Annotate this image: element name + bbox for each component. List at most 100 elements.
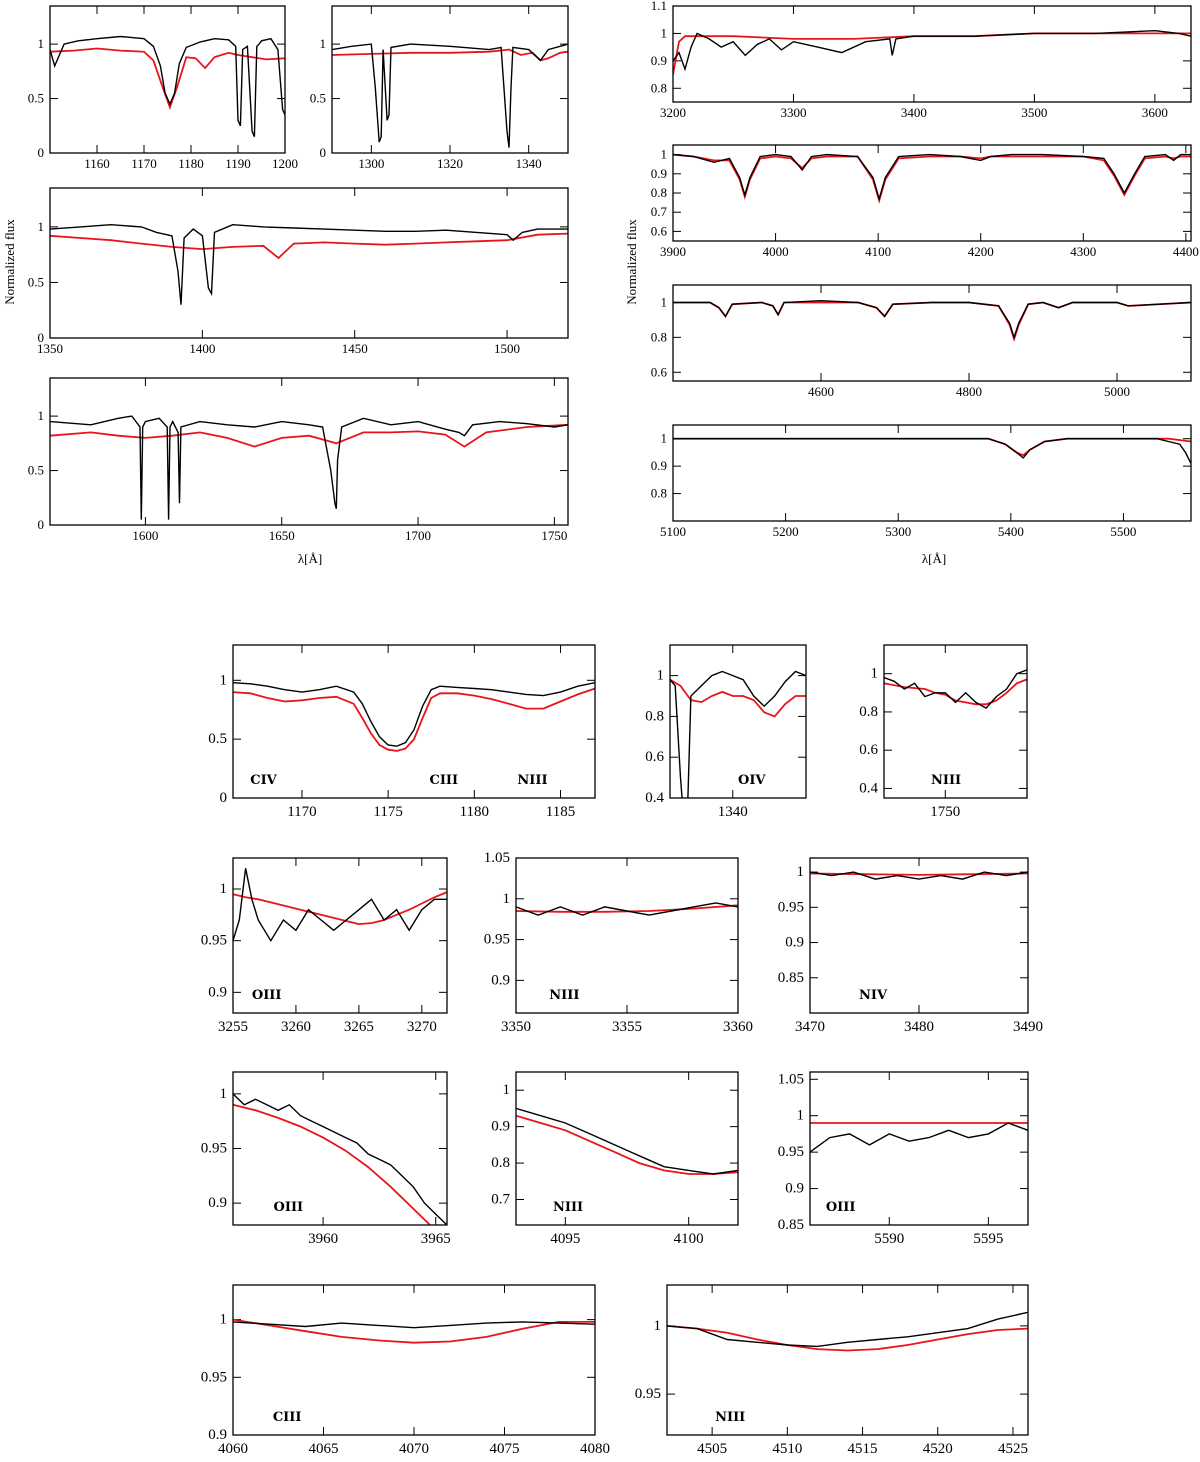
y-tick-label: 0	[38, 517, 45, 532]
x-tick-label: 4510	[772, 1441, 802, 1457]
y-tick-label: 0.8	[651, 486, 667, 501]
x-tick-label: 5000	[1104, 384, 1130, 399]
y-tick-label: 0.5	[28, 91, 44, 106]
x-tick-label: 3480	[904, 1019, 934, 1035]
x-tick-label: 1300	[358, 156, 384, 171]
observed-spectrum-line	[673, 438, 1191, 464]
y-tick-label: 1	[38, 408, 45, 423]
y-tick-label: 0.5	[310, 91, 326, 106]
x-tick-label: 1190	[225, 156, 251, 171]
x-tick-label: 4100	[674, 1231, 704, 1247]
y-tick-label: 0.7	[651, 204, 668, 219]
y-tick-label: 0	[38, 145, 45, 160]
y-tick-label: 1	[661, 431, 668, 446]
observed-spectrum-line	[810, 1122, 1028, 1153]
y-tick-label: 0.8	[645, 708, 664, 724]
panel-frame	[49, 5, 286, 154]
x-tick-label: 5590	[874, 1231, 904, 1247]
x-tick-label: 3270	[407, 1019, 437, 1035]
panel-p4: 1600 1650 1700 1750 0 0.5 1	[28, 377, 569, 543]
panel-z10: 4060 4065 4070 4075 4080 0.9 0.95 1 CIII	[201, 1284, 610, 1457]
model-spectrum-line	[670, 678, 806, 718]
y-tick-label: 1	[38, 36, 45, 51]
observed-spectrum-line	[673, 153, 1191, 202]
y-tick-label: 1	[220, 881, 228, 897]
x-tick-label: 1180	[178, 156, 204, 171]
x-tick-label: 1320	[437, 156, 463, 171]
panel-z11: 4505 4510 4515 4520 4525 0.95 1 NIII	[635, 1284, 1029, 1457]
panel-frame	[49, 187, 569, 339]
panel-z6: 3470 3480 3490 0.85 0.9 0.95 1 NIV	[778, 857, 1043, 1035]
x-tick-label: 4095	[550, 1231, 580, 1247]
y-tick-label: 1	[661, 294, 668, 309]
y-tick-label: 1	[320, 36, 327, 51]
x-tick-label: 5200	[773, 524, 799, 539]
y-tick-label: 1.05	[778, 1071, 804, 1087]
model-spectrum-line	[516, 1114, 738, 1175]
y-tick-label: 1	[503, 1082, 511, 1098]
ion-label: NIII	[715, 1410, 745, 1425]
x-tick-label: 3355	[612, 1019, 642, 1035]
panel-frame	[232, 1071, 448, 1226]
x-tick-label: 3500	[1021, 105, 1047, 120]
y-tick-label: 0.5	[28, 274, 44, 289]
x-tick-label: 4065	[309, 1441, 339, 1457]
right-ylabel: Normalized flux	[624, 219, 639, 305]
x-tick-label: 3255	[218, 1019, 248, 1035]
x-tick-label: 5300	[885, 524, 911, 539]
x-tick-label: 4525	[998, 1441, 1028, 1457]
x-tick-label: 4800	[956, 384, 982, 399]
panel-frame	[672, 144, 1192, 242]
y-tick-label: 0.9	[208, 1195, 227, 1211]
y-tick-label: 0.7	[491, 1192, 510, 1208]
y-tick-label: 0.9	[785, 1181, 804, 1197]
y-tick-label: 1	[220, 672, 228, 688]
y-tick-label: 0.8	[859, 704, 878, 720]
ion-label: CIII	[273, 1410, 302, 1425]
observed-spectrum-line	[810, 871, 1028, 880]
y-tick-label: 0.9	[651, 53, 667, 68]
x-tick-label: 1340	[516, 156, 542, 171]
x-tick-label: 4075	[490, 1441, 520, 1457]
y-tick-label: 0.95	[635, 1386, 661, 1402]
panel-p1: 1160 1170 1180 1190 1200 0 0.5 1	[28, 5, 298, 171]
y-tick-label: 0.9	[208, 984, 227, 1000]
observed-spectrum-line	[884, 669, 1027, 709]
x-tick-label: 3965	[421, 1231, 451, 1247]
panel-z1: 1170 1175 1180 1185 0 0.5 1 CIV CIII NIII	[208, 644, 596, 820]
y-tick-label: 1	[38, 219, 45, 234]
x-tick-label: 4080	[580, 1441, 610, 1457]
ion-label: OIII	[252, 988, 282, 1003]
x-tick-label: 4200	[968, 244, 994, 259]
y-tick-label: 0.8	[651, 329, 667, 344]
observed-spectrum-line	[332, 43, 568, 148]
panel-p6: 3900 4000 4100 4200 4300 4400 0.6 0.7 0.8 0.9 1	[651, 144, 1199, 259]
ion-label: OIII	[826, 1200, 856, 1215]
panel-frame	[672, 284, 1192, 382]
x-tick-label: 1170	[131, 156, 157, 171]
model-spectrum-line	[673, 32, 1191, 75]
y-tick-label: 1	[220, 1086, 228, 1102]
y-tick-label: 1.05	[484, 850, 510, 866]
y-tick-label: 0.9	[651, 166, 667, 181]
observed-spectrum-line	[233, 1321, 595, 1329]
observed-spectrum-line	[50, 35, 285, 137]
x-tick-label: 5500	[1110, 524, 1136, 539]
model-spectrum-line	[233, 687, 595, 752]
y-tick-label: 1	[797, 1108, 805, 1124]
y-tick-label: 0.95	[201, 1141, 227, 1157]
panel-p5: 3200 3300 3400 3500 3600 0.8 0.9 1 1.1	[651, 0, 1192, 120]
observed-spectrum-line	[50, 415, 568, 520]
x-tick-label: 3300	[780, 105, 806, 120]
panel-frame	[232, 1284, 596, 1436]
panel-p2: 1300 1320 1340 0 0.5 1	[310, 5, 569, 171]
observed-spectrum-line	[670, 670, 806, 798]
x-tick-label: 4400	[1173, 244, 1199, 259]
observed-spectrum-line	[233, 868, 447, 943]
observed-spectrum-line	[667, 1311, 1028, 1348]
y-tick-label: 1	[503, 891, 511, 907]
y-tick-label: 0.9	[491, 972, 510, 988]
panel-frame	[49, 377, 569, 526]
panel-z9: 5590 5595 0.85 0.9 0.95 1 1.05 OIII	[778, 1071, 1029, 1247]
